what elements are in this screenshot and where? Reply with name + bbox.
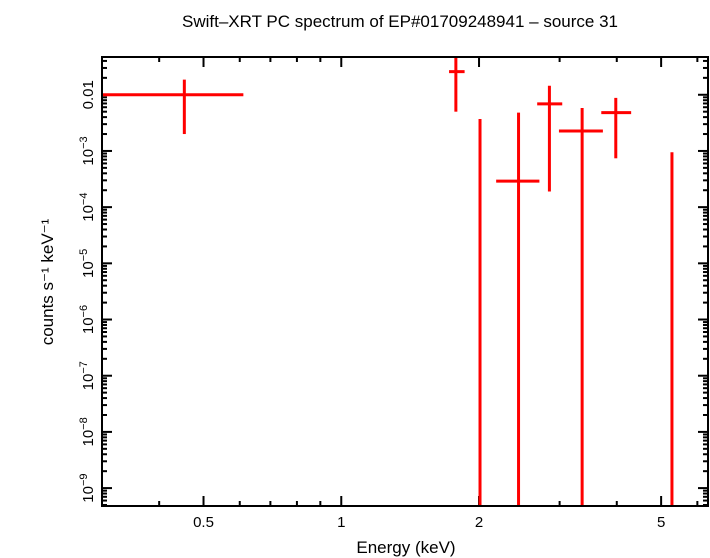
data-point xyxy=(102,79,244,135)
y-tick-exponent: −9 xyxy=(78,473,90,486)
y-tick-label: 10−3 xyxy=(78,136,97,165)
y-tick-exponent: −3 xyxy=(78,136,90,149)
data-point xyxy=(449,57,465,112)
data-point xyxy=(558,108,603,506)
x-tick-label: 2 xyxy=(475,514,483,531)
y-tick-label: 10−5 xyxy=(78,249,97,278)
y-tick-exponent: −8 xyxy=(78,417,90,430)
y-tick-label: 10−8 xyxy=(78,417,97,446)
y-tick-label: 10−7 xyxy=(78,361,97,390)
x-tick-label: 5 xyxy=(657,514,665,531)
y-tick-label: 0.01 xyxy=(80,80,97,109)
y-tick-base: 10 xyxy=(80,205,97,222)
data-point xyxy=(496,112,540,506)
y-tick-exponent: −5 xyxy=(78,249,90,262)
x-tick-label: 1 xyxy=(337,514,345,531)
x-tick-label: 0.5 xyxy=(193,514,214,531)
y-tick-label: 10−9 xyxy=(78,473,97,502)
y-tick-base: 10 xyxy=(80,374,97,391)
y-axis-label: counts s⁻¹ keV⁻¹ xyxy=(38,218,57,345)
y-tick-base: 10 xyxy=(80,317,97,334)
y-tick-label: 10−6 xyxy=(78,305,97,334)
chart-title: Swift–XRT PC spectrum of EP#01709248941 … xyxy=(182,12,618,31)
data-point xyxy=(537,85,563,192)
y-tick-base: 10 xyxy=(80,261,97,278)
y-tick-label: 10−4 xyxy=(78,193,97,222)
y-tick-exponent: −6 xyxy=(78,305,90,318)
y-tick-exponent: −7 xyxy=(78,361,90,374)
y-tick-base: 10 xyxy=(80,149,97,166)
plot-frame xyxy=(101,56,709,507)
x-axis-label: Energy (keV) xyxy=(356,538,455,557)
y-tick-base: 10 xyxy=(80,430,97,447)
y-tick-exponent: −4 xyxy=(78,193,90,206)
data-point xyxy=(601,97,632,159)
y-tick-base: 10 xyxy=(80,486,97,503)
